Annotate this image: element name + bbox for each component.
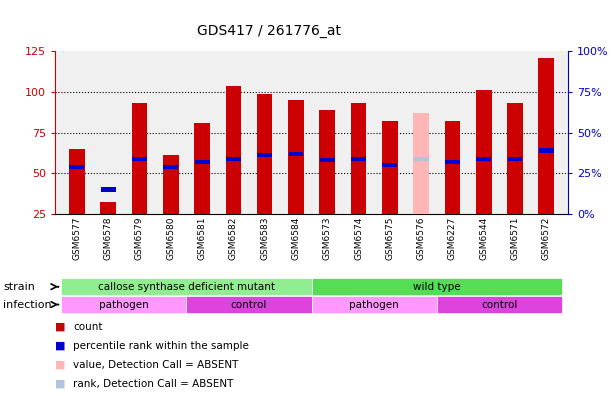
Text: ■: ■ [55,360,65,370]
Bar [257,153,272,158]
Text: pathogen: pathogen [349,299,399,310]
Text: ■: ■ [55,322,65,332]
Bar [382,121,398,214]
Bar [131,103,147,214]
Text: pathogen: pathogen [99,299,148,310]
Bar [312,278,562,295]
Bar [351,156,366,161]
Bar [508,156,522,161]
Bar [476,90,492,214]
Bar [194,123,210,214]
Bar [437,296,562,313]
Bar [225,86,241,214]
Text: infection: infection [3,299,52,310]
Bar [320,110,335,214]
Bar [61,278,312,295]
Text: count: count [73,322,103,332]
Bar [100,202,116,214]
Text: control: control [231,299,267,310]
Bar [186,296,312,313]
Bar [351,103,367,214]
Text: strain: strain [3,282,35,292]
Bar [61,296,186,313]
Bar [288,152,304,156]
Text: wild type: wild type [413,282,461,292]
Bar [539,148,554,152]
Bar [445,160,460,164]
Bar [538,58,554,214]
Text: percentile rank within the sample: percentile rank within the sample [73,341,249,351]
Text: value, Detection Call = ABSENT: value, Detection Call = ABSENT [73,360,239,370]
Text: callose synthase deficient mutant: callose synthase deficient mutant [98,282,275,292]
Bar [477,156,491,161]
Bar [257,94,273,214]
Bar [312,296,437,313]
Text: GDS417 / 261776_at: GDS417 / 261776_at [197,24,341,38]
Bar [163,155,178,214]
Bar [382,163,397,167]
Bar [414,156,428,161]
Text: rank, Detection Call = ABSENT: rank, Detection Call = ABSENT [73,379,233,389]
Bar [163,165,178,169]
Bar [132,156,147,161]
Bar [507,103,523,214]
Bar [288,100,304,214]
Bar [413,113,429,214]
Bar [70,165,84,169]
Text: ■: ■ [55,379,65,389]
Bar [445,121,460,214]
Bar [320,158,335,162]
Text: control: control [481,299,518,310]
Bar [69,149,85,214]
Bar [195,160,210,164]
Bar [101,187,115,192]
Bar [226,156,241,161]
Text: ■: ■ [55,341,65,351]
